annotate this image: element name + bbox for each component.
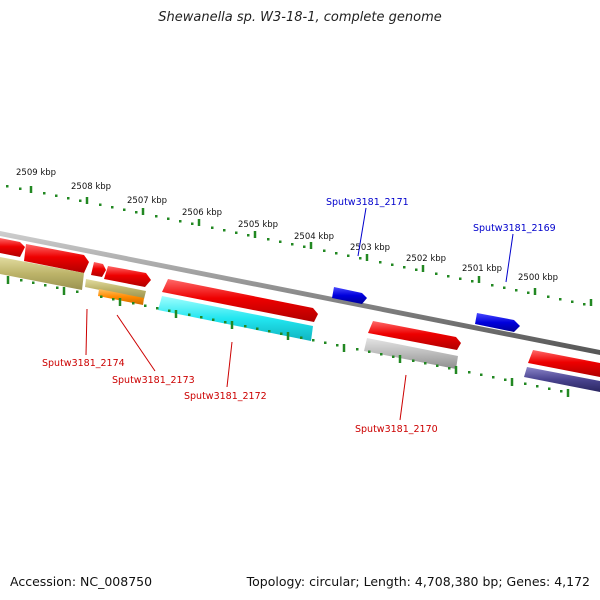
gene-arrow-forward: [368, 321, 461, 350]
accession-text: Accession: NC_008750: [10, 574, 153, 589]
feature-bar: [364, 338, 458, 369]
feature-bars: [0, 257, 600, 392]
bottom-gene-labels: Sputw3181_2174 Sputw3181_2173 Sputw3181_…: [42, 308, 438, 435]
upper-scale-ticks: [29, 186, 593, 306]
feature-bar: [524, 367, 600, 392]
scale-label: 2506 kbp: [182, 208, 222, 218]
page-title: Shewanella sp. W3-18-1, complete genome: [158, 10, 442, 25]
upper-scale-dots: [6, 185, 586, 306]
gene-label-sputw3181-2172: Sputw3181_2172: [184, 391, 267, 402]
forward-genes: [0, 238, 600, 377]
scale-label: 2508 kbp: [71, 182, 111, 192]
scale-label: 2507 kbp: [127, 196, 167, 206]
gene-arrow-forward: [162, 279, 318, 322]
scale-label: 2504 kbp: [294, 232, 334, 242]
gene-arrow-forward: [528, 350, 600, 377]
label-leader: [226, 341, 233, 388]
reverse-genes: [332, 287, 520, 332]
gene-arrow-forward: [0, 238, 25, 257]
scale-label: 2500 kbp: [518, 273, 558, 283]
label-leader: [85, 308, 88, 356]
top-gene-labels: Sputw3181_2171 Sputw3181_2169: [326, 197, 556, 283]
scale-label: 2502 kbp: [406, 254, 446, 264]
label-leader: [505, 233, 514, 283]
label-leader: [357, 207, 367, 257]
gene-label-sputw3181-2174: Sputw3181_2174: [42, 358, 125, 369]
scale-label: 2501 kbp: [462, 264, 502, 274]
gene-label-sputw3181-2169: Sputw3181_2169: [473, 223, 556, 234]
gene-arrow-forward: [91, 262, 106, 277]
gene-arrow-forward: [24, 244, 89, 273]
scale-label: 2503 kbp: [350, 243, 390, 253]
scale-label: 2509 kbp: [16, 168, 56, 178]
genome-backbone: [0, 231, 600, 355]
feature-bar: [158, 296, 313, 341]
topology-text: Topology: circular; Length: 4,708,380 bp…: [246, 574, 590, 589]
feature-bar: [0, 257, 84, 290]
gene-label-sputw3181-2170: Sputw3181_2170: [355, 424, 438, 435]
scale-label: 2505 kbp: [238, 220, 278, 230]
lower-scale-ticks: [6, 276, 570, 397]
gene-arrow-reverse: [475, 313, 520, 332]
gene-arrow-forward: [104, 266, 151, 287]
feature-bar: [98, 289, 144, 305]
feature-bar: [85, 279, 146, 299]
gene-label-sputw3181-2171: Sputw3181_2171: [326, 197, 409, 208]
lower-scale-dots: [20, 279, 563, 393]
label-leader: [399, 374, 407, 421]
label-leader: [116, 314, 156, 372]
gene-label-sputw3181-2173: Sputw3181_2173: [112, 375, 195, 386]
scale-labels: 2509 kbp 2508 kbp 2507 kbp 2506 kbp 2505…: [16, 168, 558, 283]
gene-arrow-reverse: [332, 287, 367, 304]
